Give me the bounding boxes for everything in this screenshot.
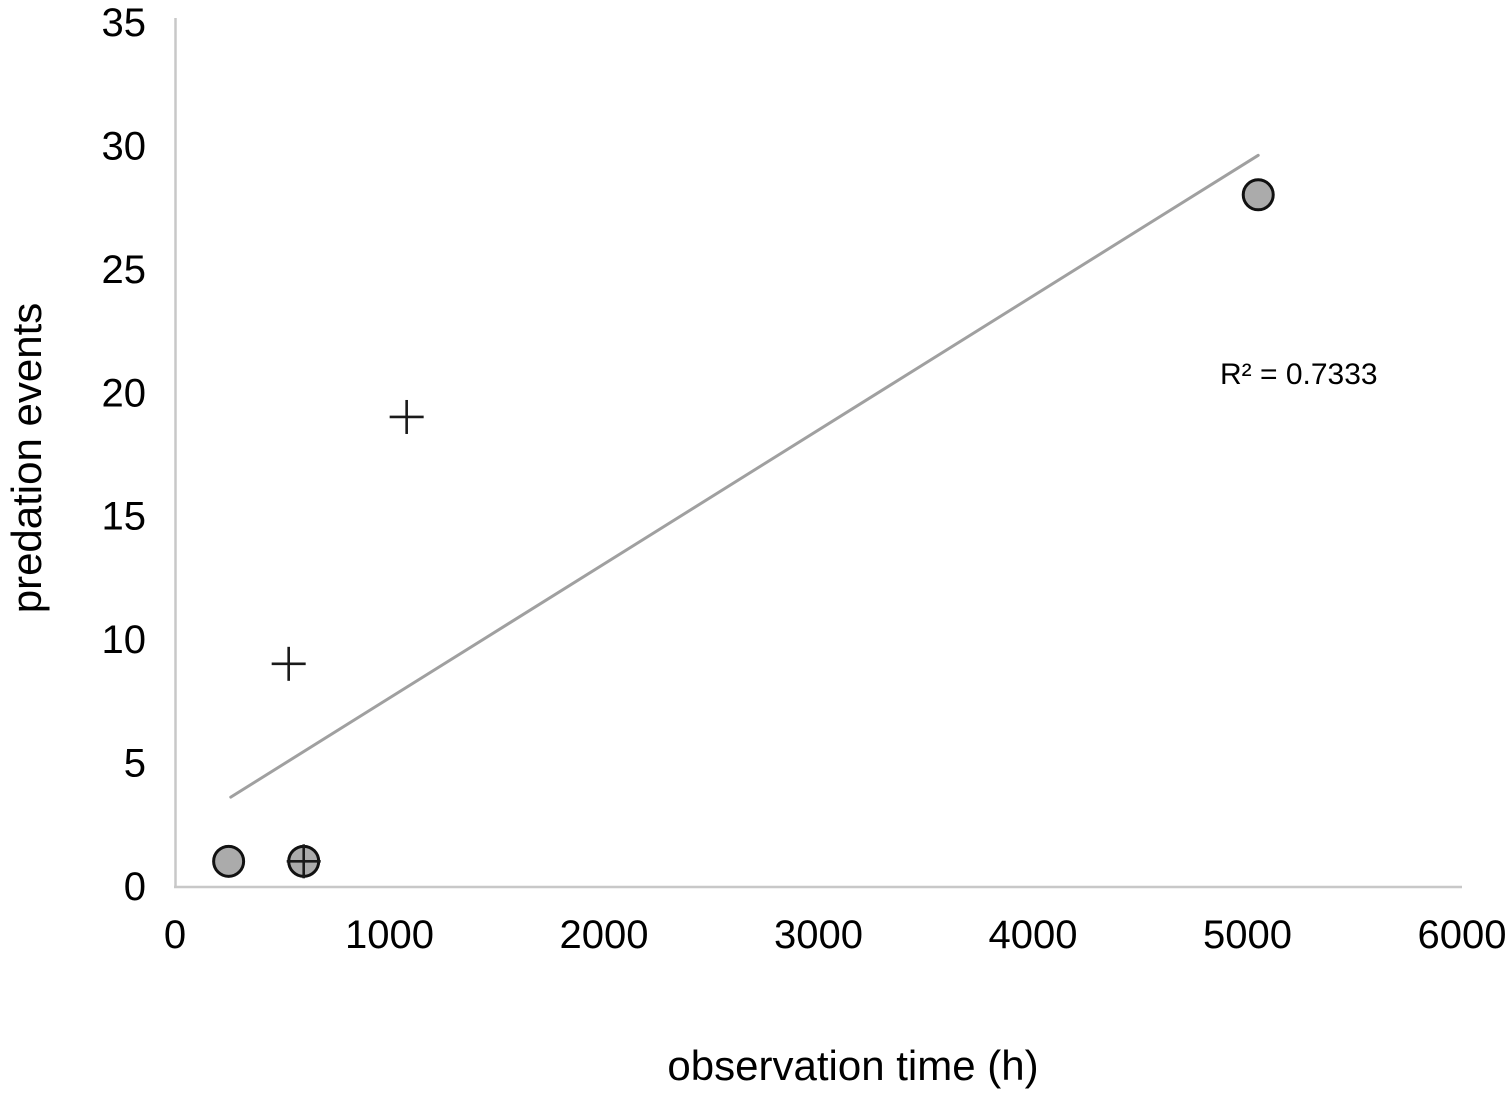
x-tick-label: 4000 <box>989 913 1078 957</box>
y-tick-label: 10 <box>102 618 147 662</box>
trendline <box>229 153 1260 799</box>
y-axis-title: predation events <box>3 302 50 614</box>
y-tick-label: 20 <box>102 371 147 415</box>
x-axis-title: observation time (h) <box>667 1042 1039 1089</box>
x-tick-label: 2000 <box>560 913 649 957</box>
y-tick-label: 30 <box>102 124 147 168</box>
x-tick-label: 0 <box>164 913 186 957</box>
x-tick-label: 1000 <box>345 913 434 957</box>
r-squared-annotation: R² = 0.7333 <box>1220 358 1378 391</box>
y-tick-label: 0 <box>124 865 146 909</box>
y-tick-label: 35 <box>102 1 147 45</box>
data-point-circle <box>1241 178 1275 212</box>
y-tick-label: 25 <box>102 248 147 292</box>
y-tick-label: 5 <box>124 742 146 786</box>
y-tick-label: 15 <box>102 495 147 539</box>
x-tick-label: 6000 <box>1418 913 1507 957</box>
x-tick-label: 3000 <box>774 913 863 957</box>
x-tick-label: 5000 <box>1203 913 1292 957</box>
data-point-circle <box>212 844 246 878</box>
